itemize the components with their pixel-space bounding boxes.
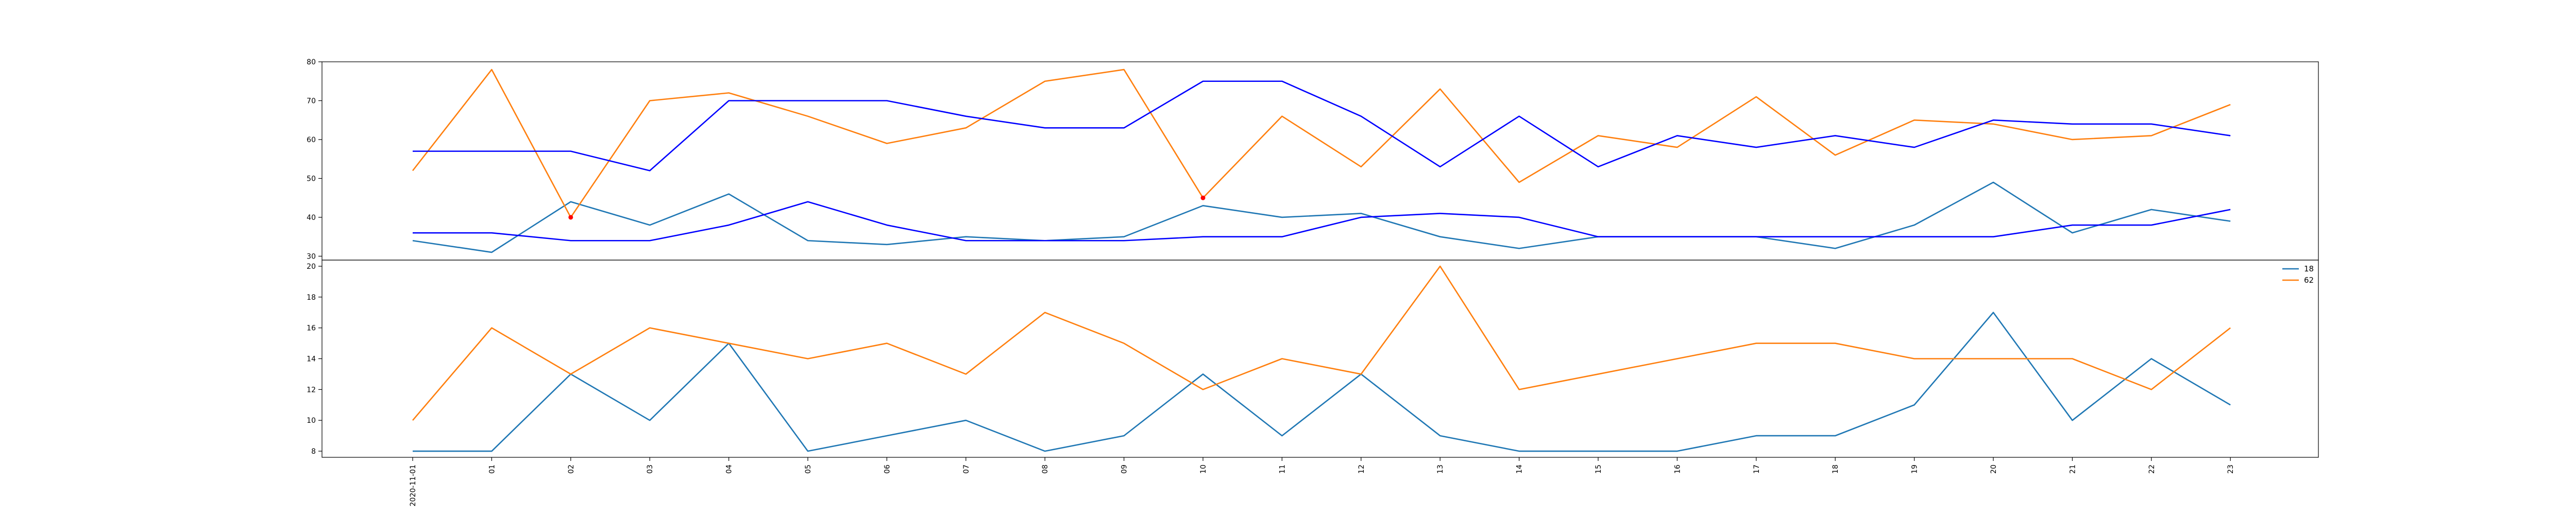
x-tick-label: 14 — [1516, 465, 1524, 474]
x-tick-label: 05 — [804, 465, 812, 474]
x-tick-label: 01 — [488, 465, 496, 474]
top-marker-point — [568, 215, 573, 220]
x-tick-label: 19 — [1911, 465, 1919, 474]
top-y-tick-label: 50 — [307, 175, 316, 183]
top-y-tick-label: 30 — [307, 252, 316, 261]
x-tick-label: 16 — [1673, 465, 1682, 474]
x-tick-label: 03 — [646, 465, 654, 474]
top-series-line-3 — [413, 201, 2231, 242]
top-y-tick-label: 40 — [307, 214, 316, 222]
x-tick-label: 06 — [883, 465, 891, 474]
bottom-y-tick-label: 12 — [307, 386, 316, 394]
bottom-y-tick-label: 20 — [307, 263, 316, 271]
top-series-line-2 — [413, 80, 2231, 171]
bottom-y-tick-label: 18 — [307, 294, 316, 302]
x-tick-label: 11 — [1278, 465, 1286, 474]
legend-entry-label: 18 — [2304, 264, 2314, 273]
top-marker-point — [1200, 195, 1206, 200]
x-tick-label: 07 — [962, 465, 971, 474]
x-tick-label: 2020-11-01 — [409, 465, 417, 506]
x-tick-label: 02 — [567, 465, 575, 474]
x-tick-label: 18 — [1832, 465, 1840, 474]
bottom-panel: 8 10 12 14 16 18 20 — [307, 260, 2319, 458]
x-tick-label: 10 — [1199, 465, 1208, 474]
x-tick-label: 17 — [1753, 465, 1761, 474]
bottom-y-tick-label: 10 — [307, 417, 316, 425]
x-tick-label: 20 — [1990, 465, 1998, 474]
bottom-series-line-0 — [413, 312, 2231, 452]
bottom-y-tick-label: 16 — [307, 324, 316, 333]
top-y-tick-label: 70 — [307, 97, 316, 105]
x-tick-label: 15 — [1595, 465, 1603, 474]
x-tick-label: 22 — [2148, 465, 2156, 474]
x-tick-label: 08 — [1041, 465, 1049, 474]
x-tick-label: 21 — [2069, 465, 2077, 474]
top-y-tick-label: 60 — [307, 136, 316, 144]
bottom-y-tick-label: 14 — [307, 355, 316, 364]
x-tick-label: 12 — [1358, 465, 1366, 474]
x-tick-label: 09 — [1121, 465, 1129, 474]
x-tick-label: 13 — [1436, 465, 1445, 474]
shared-x-axis: 2020-11-01 01 02 03 04 05 06 07 08 09 10 11 12 13 14 15… — [409, 457, 2235, 506]
bottom-y-tick-label: 8 — [311, 448, 316, 456]
top-y-tick-label: 80 — [307, 58, 316, 66]
legend-entry-label: 62 — [2304, 276, 2314, 285]
top-series-line-0 — [412, 181, 2231, 253]
x-tick-label: 04 — [725, 465, 734, 474]
top-series-line-1 — [412, 68, 2231, 218]
bottom-series-line-1 — [412, 265, 2231, 421]
x-tick-label: 23 — [2227, 465, 2235, 474]
